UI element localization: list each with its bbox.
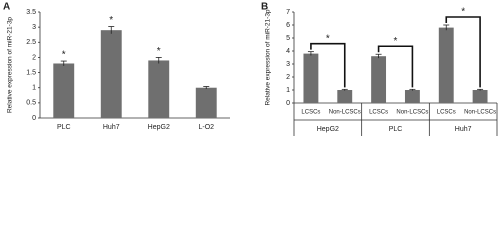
x-tick-label: L-O2	[198, 124, 214, 131]
significance: *	[394, 36, 398, 47]
y-tick-label: 2	[32, 54, 36, 61]
y-tick-label: 4	[286, 48, 290, 55]
y-tick-label: 5	[286, 35, 290, 42]
y-tick-label: 3	[286, 61, 290, 68]
bar	[438, 27, 454, 104]
bracket	[445, 16, 481, 88]
bar	[148, 60, 170, 118]
bar	[100, 30, 122, 118]
y-tick-label: 0	[286, 100, 290, 107]
bar	[195, 87, 217, 118]
significance: *	[109, 15, 113, 26]
y-tick-label: 2.5	[26, 39, 36, 46]
y-axis-label: Relative expression of miR-21-3p	[265, 9, 272, 105]
significance: *	[157, 46, 161, 57]
bar	[337, 90, 353, 103]
x-tick-label: HepG2	[148, 124, 170, 131]
group-label: PLC	[389, 126, 403, 133]
y-tick-label: 0	[32, 115, 36, 122]
y-tick-label: 1.5	[26, 69, 36, 76]
panel-label: B	[261, 2, 268, 13]
significance: *	[461, 7, 465, 18]
y-tick-label: 3	[32, 24, 36, 31]
bar	[472, 90, 488, 103]
x-tick-label: LCSCs	[301, 110, 320, 116]
panel-label: A	[3, 2, 10, 13]
y-tick-label: 1	[32, 85, 36, 92]
bar	[53, 63, 75, 118]
y-tick-label: 6	[286, 22, 290, 29]
figure: A Relative expression of miR-21-3p 0 0.5 1 1.…	[3, 2, 498, 136]
bracket	[310, 42, 346, 88]
x-tick-label: PLC	[57, 124, 71, 131]
x-tick-label: Non-LCSCs	[464, 110, 496, 116]
y-tick-label: 7	[286, 9, 290, 16]
y-axis-label: Relative expression of miR-21-3p	[7, 17, 14, 113]
x-tick-label: LCSCs	[437, 110, 456, 116]
bar	[303, 53, 319, 103]
x-tick-label: Huh7	[103, 124, 120, 131]
significance: *	[62, 50, 66, 61]
x-tick-label: Non-LCSCs	[396, 110, 428, 116]
bracket	[377, 45, 414, 88]
group-label: Huh7	[455, 126, 472, 133]
bar	[404, 90, 420, 103]
x-tick-label: LCSCs	[369, 110, 388, 116]
significance: *	[326, 33, 330, 44]
y-tick-label: 0.5	[26, 100, 36, 107]
bar	[371, 56, 387, 103]
y-tick-label: 1	[286, 87, 290, 94]
y-tick-label: 2	[286, 74, 290, 81]
group-label: HepG2	[317, 126, 339, 133]
y-tick-label: 3.5	[26, 9, 36, 16]
x-tick-label: Non-LCSCs	[329, 110, 361, 116]
